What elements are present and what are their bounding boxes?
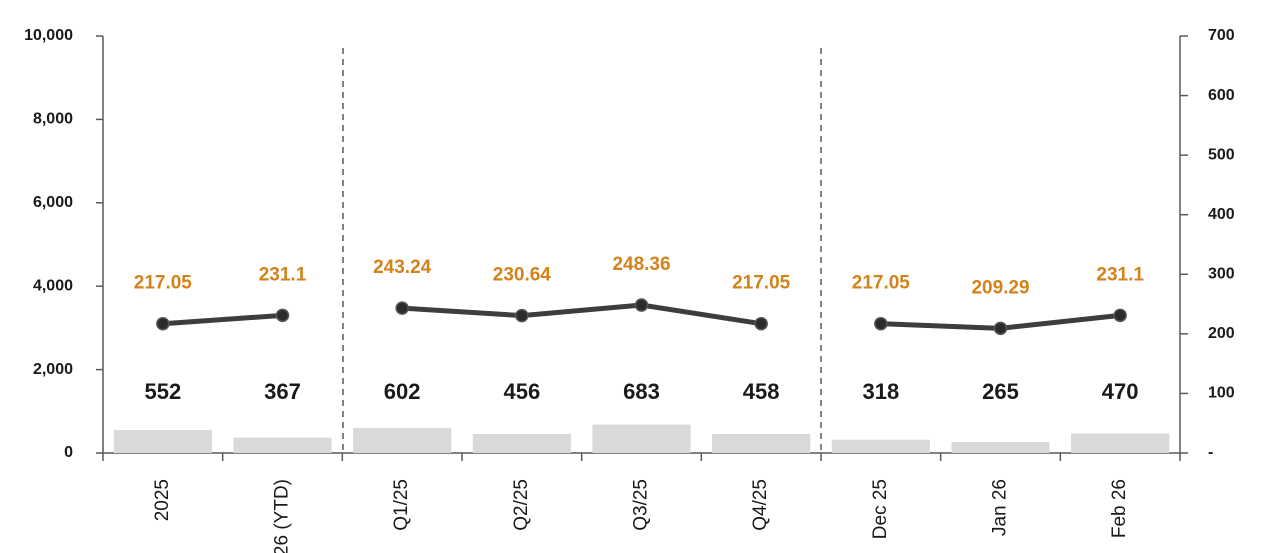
y2-tick-label: 700 — [1208, 27, 1235, 44]
bar — [472, 433, 571, 453]
line-value-label: 217.05 — [732, 273, 791, 294]
bar-value-label: 470 — [1102, 379, 1139, 404]
x-tick-label: Feb 26 — [1109, 479, 1130, 538]
line-value-label: 209.29 — [971, 277, 1029, 298]
y-tick-label: 6,000 — [33, 194, 73, 211]
bar-value-label: 367 — [264, 379, 301, 404]
x-tick-label: Jan 26 — [990, 479, 1011, 536]
line-value-label: 231.1 — [259, 264, 307, 285]
line — [162, 312, 283, 327]
y-tick-label: 10,000 — [24, 27, 73, 44]
line-point — [993, 321, 1008, 336]
bar — [831, 439, 930, 453]
x-tick-label: Q3/25 — [631, 479, 652, 531]
bar-value-label: 458 — [743, 379, 780, 404]
y2-tick-label: 400 — [1208, 206, 1235, 223]
y2-tick-label: 300 — [1208, 266, 1235, 283]
y2-tick-label: 500 — [1208, 146, 1235, 163]
line-value-label: 248.36 — [612, 254, 670, 275]
x-tick-label: 2025 — [152, 479, 173, 521]
bar-value-label: 602 — [384, 379, 421, 404]
bar — [592, 424, 691, 453]
line — [402, 302, 762, 327]
y-tick-label: 0 — [64, 444, 73, 461]
line-point — [754, 316, 768, 331]
y-tick-label: 2,000 — [33, 361, 73, 378]
line-value-label: 243.24 — [373, 257, 432, 278]
line-point — [275, 308, 290, 323]
line-point — [156, 316, 170, 331]
line-value-label: 217.05 — [134, 273, 193, 294]
y2-tick-label: - — [1208, 444, 1213, 461]
line-point — [874, 316, 888, 331]
x-tick-label: 2026 (YTD) — [272, 479, 293, 553]
bar-value-label: 456 — [503, 379, 540, 404]
bar-value-label: 318 — [862, 379, 899, 404]
y-tick-label: 8,000 — [33, 111, 73, 128]
bar — [353, 427, 452, 453]
bar — [1071, 433, 1170, 453]
line-value-label: 231.1 — [1096, 264, 1144, 285]
line-value-label: 217.05 — [852, 273, 911, 294]
line-point — [395, 301, 409, 315]
line-value-label: 230.64 — [493, 265, 552, 286]
line-point — [515, 308, 529, 323]
y2-tick-label: 600 — [1208, 87, 1235, 104]
x-tick-label: Dec 25 — [870, 479, 891, 539]
bar — [233, 437, 332, 453]
x-tick-label: Q2/25 — [511, 479, 532, 531]
y2-tick-label: 200 — [1208, 325, 1235, 342]
bar-value-label: 265 — [982, 379, 1019, 404]
bar-value-label: 683 — [623, 379, 660, 404]
bar-value-label: 552 — [144, 379, 181, 404]
y2-tick-label: 100 — [1208, 385, 1235, 402]
y-tick-label: 4,000 — [33, 277, 73, 294]
bar — [951, 441, 1050, 453]
line-point — [634, 298, 649, 312]
x-tick-label: Q1/25 — [391, 479, 412, 531]
line-point — [1113, 308, 1127, 323]
bar — [113, 429, 212, 453]
bar — [712, 433, 811, 453]
x-tick-label: Q4/25 — [750, 479, 771, 531]
